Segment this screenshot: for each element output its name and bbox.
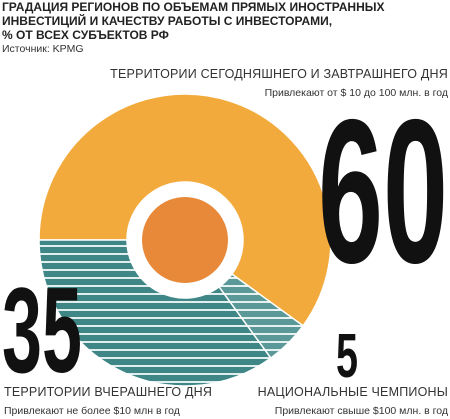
source: Источник: KPMG — [2, 43, 84, 55]
category-note: Привлекают свыше $100 млн. в год — [275, 405, 448, 417]
title-line: ИНВЕСТИЦИЙ И КАЧЕСТВУ РАБОТЫ С ИНВЕСТОРА… — [2, 13, 332, 28]
category-note: Привлекают от $ 10 до 100 млн. в год — [265, 87, 448, 99]
value-label: 60 — [318, 77, 448, 306]
title-line: ГРАДАЦИЯ РЕГИОНОВ ПО ОБЪЕМАМ ПРЯМЫХ ИНОС… — [2, 0, 384, 14]
title-line: % ОТ ВСЕХ СУБЪЕКТОВ РФ — [2, 28, 169, 42]
category-label: ТЕРРИТОРИИ ВЧЕРАШНЕГО ДНЯ — [4, 385, 212, 399]
donut — [38, 93, 332, 387]
category-label: ТЕРРИТОРИИ СЕГОДНЯШНЕГО И ЗАВТРАШНЕГО ДН… — [110, 67, 448, 81]
slice — [38, 93, 332, 327]
value-label: 35 — [2, 262, 82, 398]
value-label: 5 — [336, 322, 358, 391]
donut-center — [142, 197, 228, 283]
category-label: НАЦИОНАЛЬНЫЕ ЧЕМПИОНЫ — [258, 385, 448, 399]
slice-hatch — [219, 274, 304, 359]
slice-hatch — [39, 240, 271, 387]
category-note: Привлекают не более $10 млн в год — [4, 405, 180, 417]
